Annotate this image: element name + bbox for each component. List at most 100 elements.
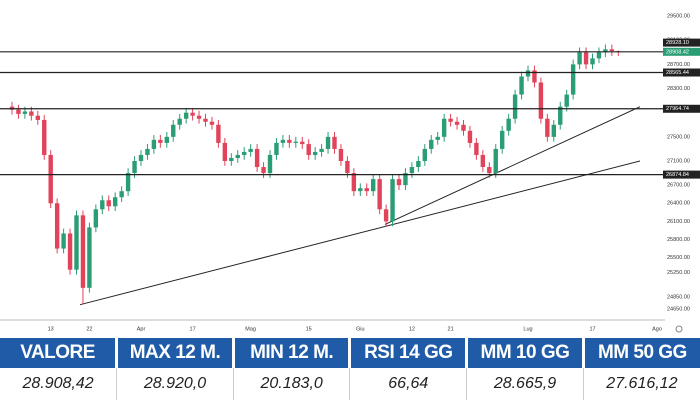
candle-body — [377, 179, 382, 210]
candle-body — [35, 115, 40, 120]
x-tick-label: Giu — [356, 326, 365, 332]
candle-body — [577, 52, 582, 65]
candle-body — [312, 151, 318, 155]
candle-body — [48, 154, 53, 204]
candle-body — [158, 139, 163, 143]
candle-body — [564, 94, 569, 107]
x-tick-label: Mag — [245, 326, 256, 332]
candle-body — [358, 188, 363, 192]
trend-line — [384, 106, 641, 225]
candle-body — [441, 118, 447, 137]
candle-body — [29, 111, 34, 116]
candle-body — [67, 233, 73, 270]
candle-body — [332, 136, 337, 149]
candle-body — [248, 148, 253, 152]
value-cell: 66,64 — [349, 368, 467, 400]
x-tick-label: 21 — [448, 326, 454, 332]
y-tick-label: 25800.00 — [667, 237, 690, 243]
candle-body — [461, 124, 466, 131]
value-cell: 28.665,9 — [466, 368, 584, 400]
candle-body — [500, 130, 505, 149]
y-tick-label: 27100.00 — [667, 158, 690, 164]
candle-body — [229, 157, 234, 161]
candle-body — [538, 82, 544, 119]
x-tick-label: 12 — [409, 326, 415, 332]
level-tag-label: 26874.84 — [666, 172, 689, 178]
candle-body — [345, 161, 350, 174]
level-tag-label: 28908.42 — [666, 49, 689, 55]
value-cell: 20.183,0 — [232, 368, 350, 400]
candle-body — [590, 58, 595, 65]
chart: 29500.0029100.0028700.0028300.0027500.00… — [0, 14, 700, 333]
candle-body — [42, 119, 47, 155]
header-cell: VALORE — [0, 338, 117, 368]
high-tag-label: 28928.10 — [666, 40, 689, 46]
candle-body — [551, 124, 556, 137]
level-tag — [663, 104, 700, 113]
candle-body — [22, 111, 28, 114]
header-row: VALORE MAX 12 M. MIN 12 M. RSI 14 GG MM 10 G… — [0, 338, 700, 368]
level-tag — [663, 68, 700, 77]
candle-body — [93, 209, 99, 228]
candle-body — [151, 139, 157, 149]
candle-body — [16, 109, 21, 114]
x-tick-label: 22 — [86, 326, 92, 332]
y-tick-label: 29500.00 — [667, 14, 690, 20]
candle-body — [416, 161, 421, 168]
candle-body — [525, 70, 531, 77]
candle-body — [519, 76, 524, 95]
level-tag-label: 28565.44 — [666, 70, 689, 76]
settings-icon[interactable] — [675, 325, 683, 333]
candle-body — [9, 106, 15, 110]
candle-body — [325, 136, 331, 149]
candle-body — [429, 139, 434, 149]
candle-body — [242, 151, 247, 155]
candle-body — [390, 179, 395, 222]
y-tick-label: 26400.00 — [667, 201, 690, 207]
header-cell: RSI 14 GG — [348, 338, 467, 368]
candle-body — [132, 161, 137, 174]
candle-body — [435, 136, 440, 140]
candle-body — [300, 141, 305, 145]
x-tick-label: 17 — [589, 326, 595, 332]
candle-body — [396, 179, 402, 186]
candle-body — [119, 191, 124, 198]
candle-body — [190, 112, 195, 116]
candle-body — [74, 215, 79, 270]
x-tick-label: 15 — [306, 326, 312, 332]
x-tick-label: 13 — [48, 326, 54, 332]
candle-body — [583, 52, 589, 65]
y-tick-label: 25500.00 — [667, 255, 690, 261]
header-cell: MAX 12 M. — [115, 338, 234, 368]
x-tick-label: Lug — [523, 326, 532, 332]
candle-body — [558, 106, 563, 125]
candle-body — [80, 215, 86, 288]
high-tag — [663, 38, 700, 47]
candle-body — [61, 233, 66, 249]
candle-body — [183, 112, 189, 119]
level-tag — [663, 170, 700, 179]
trend-line — [79, 160, 641, 306]
y-tick-label: 25250.00 — [667, 270, 690, 276]
candle-body — [596, 52, 602, 59]
candle-body — [454, 121, 460, 125]
candle-body — [203, 118, 208, 122]
candle-body — [570, 64, 576, 95]
value-cell: 28.920,0 — [116, 368, 234, 400]
header-cell: MM 10 GG — [465, 338, 584, 368]
candle-body — [87, 227, 92, 288]
candle-body — [222, 142, 228, 161]
stats-table: VALORE MAX 12 M. MIN 12 M. RSI 14 GG MM 10 G… — [0, 338, 700, 400]
candle-body — [409, 167, 415, 174]
candle-body — [319, 148, 324, 152]
level-tag — [663, 47, 700, 56]
candle-body — [287, 139, 292, 143]
y-tick-label: 26100.00 — [667, 219, 690, 225]
y-tick-label: 24850.00 — [667, 294, 690, 300]
y-tick-label: 28700.00 — [667, 62, 690, 68]
candle-body — [216, 124, 221, 143]
candle-body — [474, 142, 479, 155]
value-cell: 28.908,42 — [22, 375, 94, 392]
candle-body — [267, 154, 273, 174]
